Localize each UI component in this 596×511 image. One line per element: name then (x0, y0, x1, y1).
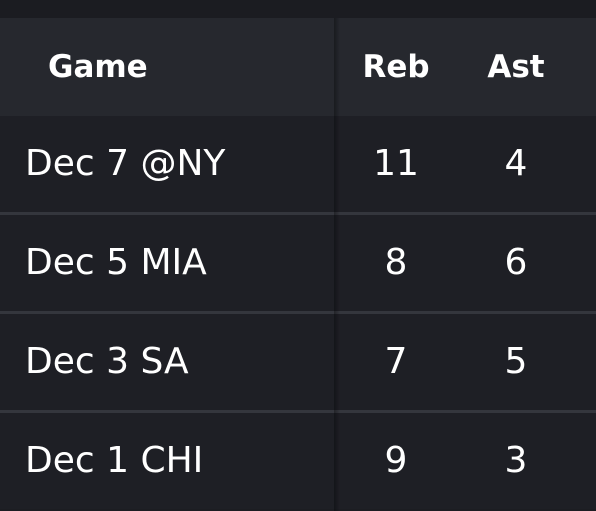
table-header-row: Game Reb Ast (0, 18, 596, 116)
ast-cell: 5 (504, 341, 528, 382)
game-cell: Dec 7 @NY (25, 143, 226, 184)
game-cell: Dec 3 SA (25, 341, 189, 382)
ast-cell: 6 (504, 242, 528, 283)
column-header-ast[interactable]: Ast (487, 49, 545, 85)
game-cell: Dec 5 MIA (25, 242, 207, 283)
ast-cell: 3 (504, 440, 528, 481)
reb-cell: 7 (384, 341, 408, 382)
reb-cell: 9 (384, 440, 408, 481)
table-row[interactable]: Dec 7 @NY 11 4 (0, 116, 596, 215)
column-header-game[interactable]: Game (48, 49, 148, 85)
reb-cell: 11 (373, 143, 419, 184)
reb-cell: 8 (384, 242, 408, 283)
table-row[interactable]: Dec 3 SA 7 5 (0, 314, 596, 413)
game-stats-table: Game Reb Ast Dec 7 @NY 11 4 Dec 5 MIA 8 … (0, 18, 596, 511)
table-row[interactable]: Dec 1 CHI 9 3 (0, 413, 596, 509)
top-strip (0, 0, 596, 18)
table-row[interactable]: Dec 5 MIA 8 6 (0, 215, 596, 314)
ast-cell: 4 (504, 143, 528, 184)
column-header-reb[interactable]: Reb (362, 49, 430, 85)
game-cell: Dec 1 CHI (25, 440, 204, 481)
